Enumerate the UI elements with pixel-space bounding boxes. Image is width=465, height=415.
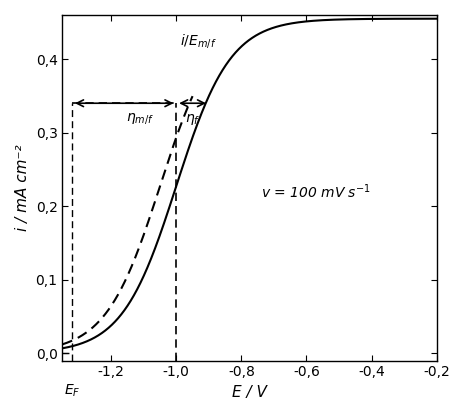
- Text: $\eta_{m/f}$: $\eta_{m/f}$: [126, 112, 154, 127]
- X-axis label: E / V: E / V: [232, 385, 267, 400]
- Text: $v$ = 100 $mV$ $s^{-1}$: $v$ = 100 $mV$ $s^{-1}$: [261, 182, 372, 201]
- Text: $\eta_f$: $\eta_f$: [185, 112, 200, 127]
- Text: $i/E_{m/f}$: $i/E_{m/f}$: [179, 32, 216, 50]
- Text: $E_F$: $E_F$: [64, 383, 80, 399]
- Y-axis label: i / mA cm⁻²: i / mA cm⁻²: [15, 144, 30, 231]
